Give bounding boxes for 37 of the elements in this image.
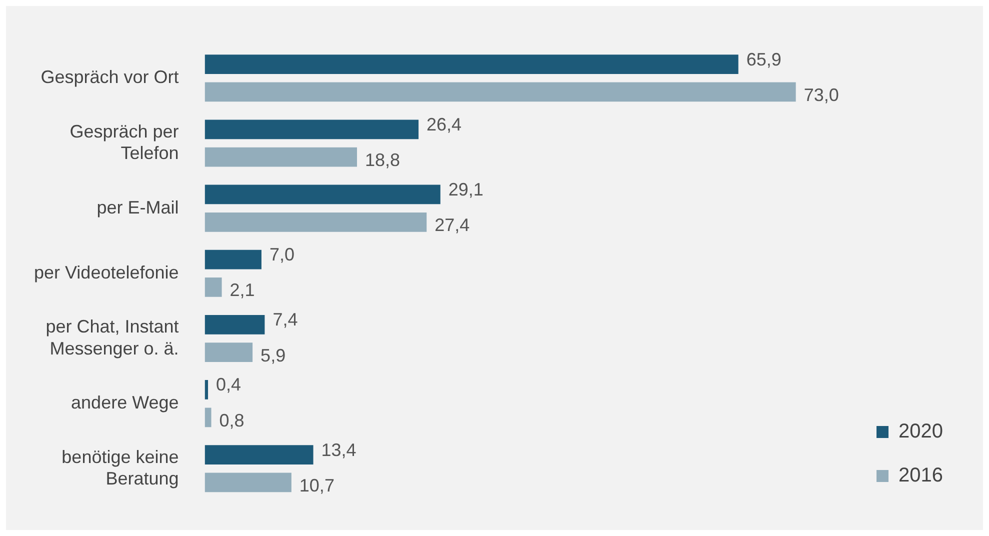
data-label: 0,8 bbox=[219, 410, 244, 430]
y-tick-label: per E-Mail bbox=[96, 197, 179, 218]
data-label: 29,1 bbox=[448, 179, 484, 200]
legend-label: 2016 bbox=[898, 464, 944, 487]
bar bbox=[204, 314, 265, 334]
y-tick-label: Gespräch vor Ort bbox=[40, 67, 179, 88]
data-label: 0,4 bbox=[216, 374, 242, 395]
data-label: 18,8 bbox=[365, 150, 400, 170]
y-tick-label: andere Wege bbox=[71, 392, 179, 413]
data-label: 5,9 bbox=[260, 345, 286, 366]
bar bbox=[204, 380, 208, 400]
data-label: 7,4 bbox=[272, 310, 298, 330]
legend-label: 2020 bbox=[898, 420, 944, 443]
bar bbox=[204, 184, 440, 204]
bar bbox=[204, 408, 212, 428]
bar bbox=[204, 54, 738, 74]
bar bbox=[204, 278, 222, 297]
y-tick-label: Gespräch per Telefon bbox=[70, 121, 179, 163]
bar bbox=[204, 250, 262, 270]
bar bbox=[204, 342, 253, 362]
y-tick-label: benötige keine Beratung bbox=[62, 446, 179, 488]
data-label: 7,0 bbox=[269, 244, 294, 265]
data-label: 65,9 bbox=[746, 49, 782, 70]
bar bbox=[204, 147, 357, 167]
data-label: 73,0 bbox=[804, 84, 839, 105]
bar bbox=[204, 120, 419, 140]
y-tick-label: per Chat, Instant Messenger o. ä. bbox=[46, 316, 179, 358]
y-tick-label: per Videotelefonie bbox=[34, 262, 179, 282]
bar bbox=[204, 472, 292, 492]
bar bbox=[204, 445, 314, 465]
data-label: 10,7 bbox=[299, 475, 334, 496]
data-label: 13,4 bbox=[321, 440, 356, 460]
data-label: 27,4 bbox=[434, 215, 470, 236]
data-label: 26,4 bbox=[426, 114, 462, 134]
bar bbox=[204, 212, 427, 232]
bar bbox=[204, 82, 796, 102]
data-label: 2,1 bbox=[230, 280, 255, 300]
